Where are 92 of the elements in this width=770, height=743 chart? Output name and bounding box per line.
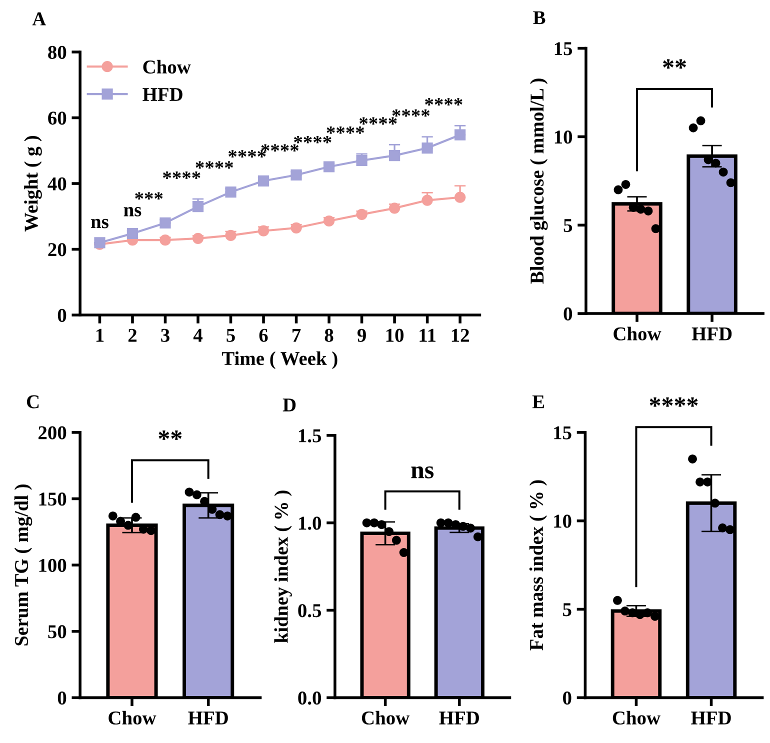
x-tick-label: 10 bbox=[386, 328, 404, 342]
y-axis-title: Fat mass index ( % ) bbox=[529, 480, 548, 650]
point bbox=[258, 225, 270, 236]
y-axis-title: Serum TG ( mg/dl ) bbox=[14, 484, 32, 646]
point bbox=[290, 222, 302, 234]
y-axis-title: Weight ( g ) bbox=[24, 136, 42, 232]
x-tick-label: 3 bbox=[161, 328, 170, 342]
x-tick-label: Chow bbox=[362, 710, 410, 725]
x-axis-title: Time ( Week ) bbox=[222, 351, 338, 370]
x-tick-label: 6 bbox=[259, 328, 268, 342]
y-axis-title: kidney index ( % ) bbox=[274, 490, 292, 643]
y-tick-label: 5 bbox=[563, 603, 572, 616]
x-tick-label: 1 bbox=[96, 328, 104, 342]
y-tick-label: 0 bbox=[564, 307, 572, 320]
x-tick-label: Chow bbox=[108, 710, 156, 725]
chart-title: D bbox=[282, 398, 296, 412]
point bbox=[356, 208, 368, 220]
y-tick-label: 5 bbox=[564, 219, 572, 232]
y-tick-label: 20 bbox=[48, 243, 66, 256]
point bbox=[356, 154, 368, 166]
annotation: **** bbox=[425, 98, 462, 106]
point bbox=[225, 230, 236, 242]
annotation: ** bbox=[158, 430, 182, 440]
point bbox=[454, 192, 466, 203]
y-tick-label: 150 bbox=[39, 492, 66, 506]
y-tick-label: 0.5 bbox=[298, 604, 322, 618]
point bbox=[192, 200, 204, 212]
y-tick-label: 0.0 bbox=[298, 691, 322, 705]
x-tick-label: HFD bbox=[188, 712, 228, 724]
annotation: *** bbox=[135, 192, 163, 200]
y-tick-label: 15 bbox=[554, 42, 572, 56]
point bbox=[422, 142, 433, 154]
point bbox=[160, 234, 171, 246]
point bbox=[388, 202, 400, 214]
annotation: **** bbox=[228, 150, 266, 158]
point bbox=[160, 217, 171, 229]
x-tick-label: 12 bbox=[452, 328, 469, 342]
chart-title: B bbox=[533, 11, 546, 24]
legend-label: HFD bbox=[142, 88, 182, 101]
point bbox=[454, 129, 466, 140]
y-tick-label: 0 bbox=[563, 691, 572, 705]
x-tick-label: 5 bbox=[226, 328, 235, 342]
y-axis-title: Blood glucose ( mmol/L ) bbox=[530, 78, 548, 284]
y-tick-label: 15 bbox=[554, 426, 572, 440]
x-tick-label: 8 bbox=[324, 328, 334, 342]
point bbox=[192, 232, 204, 244]
annotation: ns bbox=[411, 466, 434, 478]
annotation: ** bbox=[663, 59, 686, 69]
annotation: ns bbox=[91, 218, 108, 228]
point bbox=[258, 175, 270, 186]
y-tick-label: 200 bbox=[38, 426, 66, 440]
annotation: **** bbox=[360, 117, 397, 125]
y-tick-label: 10 bbox=[554, 130, 572, 144]
annotation: **** bbox=[196, 161, 234, 169]
chart-title: E bbox=[532, 395, 544, 408]
point bbox=[422, 194, 433, 206]
point bbox=[225, 186, 236, 198]
x-tick-label: 7 bbox=[292, 328, 301, 342]
annotation: **** bbox=[162, 171, 200, 179]
x-tick-label: HFD bbox=[439, 712, 479, 724]
x-tick-label: 11 bbox=[420, 328, 436, 342]
x-tick-label: 2 bbox=[128, 328, 137, 342]
annotation: **** bbox=[392, 109, 430, 117]
point bbox=[323, 161, 335, 172]
annotation: **** bbox=[326, 126, 364, 134]
annotation: **** bbox=[261, 144, 299, 152]
x-tick-label: 9 bbox=[357, 328, 366, 342]
y-tick-label: 50 bbox=[48, 625, 66, 638]
point bbox=[388, 150, 400, 162]
chart-title: A bbox=[32, 12, 46, 26]
annotation: ns bbox=[124, 207, 142, 216]
point bbox=[290, 169, 302, 181]
text: **** bbox=[650, 397, 698, 407]
x-tick-label: Chow bbox=[614, 326, 662, 340]
y-tick-label: 0 bbox=[58, 691, 66, 705]
legend-label: Chow bbox=[143, 60, 191, 74]
annotation: **** bbox=[294, 136, 332, 144]
y-tick-label: 40 bbox=[48, 177, 66, 190]
y-tick-label: 100 bbox=[39, 558, 66, 572]
y-tick-label: 0 bbox=[58, 308, 66, 322]
y-tick-label: 60 bbox=[48, 112, 66, 125]
x-tick-label: Chow bbox=[612, 710, 660, 725]
point bbox=[126, 228, 138, 240]
y-tick-label: 80 bbox=[48, 46, 66, 59]
y-tick-label: 1.5 bbox=[299, 429, 322, 442]
x-tick-label: HFD bbox=[692, 328, 732, 340]
y-tick-label: 10 bbox=[554, 514, 572, 528]
x-tick-label: HFD bbox=[691, 712, 731, 724]
x-tick-label: 4 bbox=[193, 328, 203, 342]
point bbox=[323, 215, 335, 227]
y-tick-label: 1.0 bbox=[299, 516, 322, 530]
chart-title: C bbox=[26, 395, 39, 408]
